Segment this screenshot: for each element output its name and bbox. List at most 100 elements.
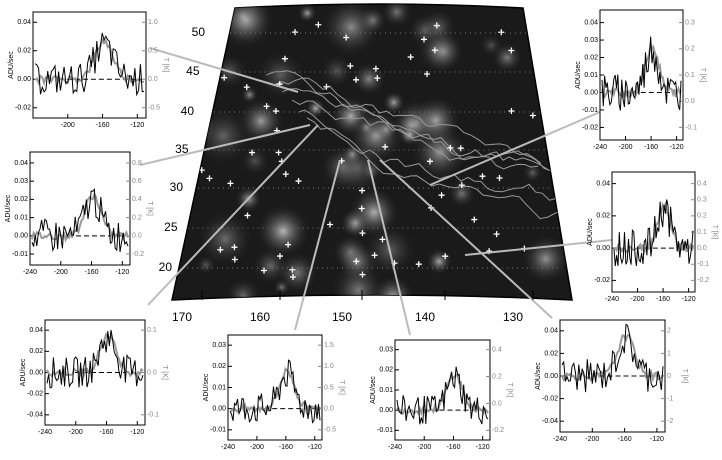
x-tick-label: -240 xyxy=(221,444,235,451)
source-cross xyxy=(421,36,428,43)
y-tick-label: 0.03 xyxy=(212,342,226,349)
x-tick-label: -200 xyxy=(54,269,68,276)
y-tick-label: -0.02 xyxy=(594,277,610,284)
x-tick-label: -240 xyxy=(553,436,567,443)
spectrum-line xyxy=(396,366,489,425)
y-tick-label: 0.01 xyxy=(584,72,598,79)
x-tick-label: -200 xyxy=(250,444,264,451)
spectrum-line xyxy=(31,187,129,253)
y2-tick-label: 0.1 xyxy=(147,327,157,334)
y-tick-label: -0.04 xyxy=(27,412,43,419)
spectrum-line xyxy=(561,333,664,383)
x-tick-label: -120 xyxy=(115,269,129,276)
map-blob xyxy=(297,4,317,23)
map-y-tick-label: 45 xyxy=(186,64,200,78)
y2-tick-label: -0.1 xyxy=(685,124,697,131)
map-blob xyxy=(550,147,568,166)
y-tick-label: -0.01 xyxy=(582,107,598,114)
y2-axis-label: T [K] xyxy=(146,201,153,216)
y-tick-label: -0.02 xyxy=(542,395,558,402)
y-tick-label: 0.01 xyxy=(379,387,393,394)
y-tick-label: 0.02 xyxy=(584,54,598,61)
source-cross xyxy=(231,256,238,263)
map-blob xyxy=(415,27,462,74)
y2-tick-label: 1.0 xyxy=(324,363,334,370)
y-tick-label: 0.00 xyxy=(17,76,31,83)
source-cross xyxy=(261,267,268,274)
y2-tick-label: 0.6 xyxy=(132,178,142,185)
source-cross xyxy=(447,144,454,151)
y-tick-label: 0.04 xyxy=(14,160,28,167)
y2-axis-label: T [K] xyxy=(161,365,168,380)
source-cross xyxy=(359,271,366,278)
spectrum-panel: 0.04 0.02 0.00 -0.02 1.0 0.5 0.0 -0.5 -200 -160 -1… xyxy=(8,11,169,129)
source-cross xyxy=(359,230,366,237)
source-cross xyxy=(479,173,486,180)
source-cross xyxy=(323,83,330,90)
y-axis-label: ADU/sec xyxy=(370,376,377,404)
x-tick-label: -200 xyxy=(61,122,75,129)
source-cross xyxy=(433,22,440,29)
y2-tick-label: -0.2 xyxy=(697,277,709,284)
map-blob xyxy=(348,187,400,238)
y-tick-label: 0.02 xyxy=(29,348,43,355)
x-tick-label: -240 xyxy=(388,444,402,451)
source-cross xyxy=(276,253,283,260)
source-cross xyxy=(347,62,354,69)
arrows xyxy=(139,47,613,336)
y2-tick-label: 0.8 xyxy=(132,160,142,167)
x-tick-label: -160 xyxy=(85,269,99,276)
spectrum-line xyxy=(601,36,682,111)
source-cross xyxy=(249,149,256,156)
y2-tick-label: 0 xyxy=(667,373,671,380)
contour xyxy=(306,117,572,220)
spectrum-line xyxy=(229,359,321,424)
map-blob xyxy=(232,6,253,26)
contour xyxy=(298,109,572,201)
y2-tick-label: 0.5 xyxy=(324,384,334,391)
x-tick-label: -120 xyxy=(682,296,696,303)
source-cross xyxy=(442,253,449,260)
map-blob xyxy=(197,211,253,267)
source-cross xyxy=(498,29,505,36)
x-tick-label: -120 xyxy=(650,436,664,443)
map xyxy=(171,3,573,301)
source-cross xyxy=(358,205,365,212)
map-blob xyxy=(196,255,216,275)
y2-tick-label: 0.0 xyxy=(324,406,334,413)
source-cross xyxy=(231,244,238,251)
map-blob xyxy=(237,98,285,145)
source-cross xyxy=(371,252,378,259)
map-blob xyxy=(491,42,523,74)
y2-tick-label: 0.0 xyxy=(132,233,142,240)
map-blob xyxy=(371,275,416,300)
y2-tick-label: -0.2 xyxy=(492,427,504,434)
panel-frame xyxy=(599,9,684,141)
source-cross xyxy=(263,103,270,110)
y2-axis-label: T [K] xyxy=(506,383,513,398)
source-cross xyxy=(217,246,224,253)
y2-axis-label: T [K] xyxy=(162,58,169,73)
map-blob xyxy=(240,145,270,176)
y-tick-label: 0.00 xyxy=(14,233,28,240)
y2-tick-label: 0.4 xyxy=(492,347,502,354)
spectrum-panel: 0.04 0.02 0.00 -0.02 -0.04 2 1 0 -1 -2 -240 -200 -16… xyxy=(535,319,688,443)
source-cross xyxy=(243,84,250,91)
y-tick-label: 0.04 xyxy=(544,328,558,335)
x-tick-label: -160 xyxy=(656,296,670,303)
source-cross xyxy=(292,29,299,36)
source-cross xyxy=(529,112,536,119)
y2-axis-label: T [K] xyxy=(338,380,345,395)
source-cross xyxy=(372,65,379,72)
y-tick-label: 0.02 xyxy=(14,196,28,203)
source-cross xyxy=(438,192,445,199)
source-cross xyxy=(244,212,251,219)
spectrum-panel: 0.04 0.03 0.02 0.01 0.00 -0.01 0.8 0.6 0.4 0.2 0.0… xyxy=(5,151,153,276)
y2-tick-label: -0.2 xyxy=(132,251,144,258)
map-blob xyxy=(225,277,261,300)
spectrum-panel: 0.03 0.02 0.01 0.00 -0.01 1.5 1.0 0.5 0.0 -0.5 -24… xyxy=(203,334,345,451)
source-cross xyxy=(471,216,478,223)
contour xyxy=(266,70,539,170)
x-tick-label: -200 xyxy=(417,444,431,451)
map-y-tick-label: 40 xyxy=(181,104,195,118)
